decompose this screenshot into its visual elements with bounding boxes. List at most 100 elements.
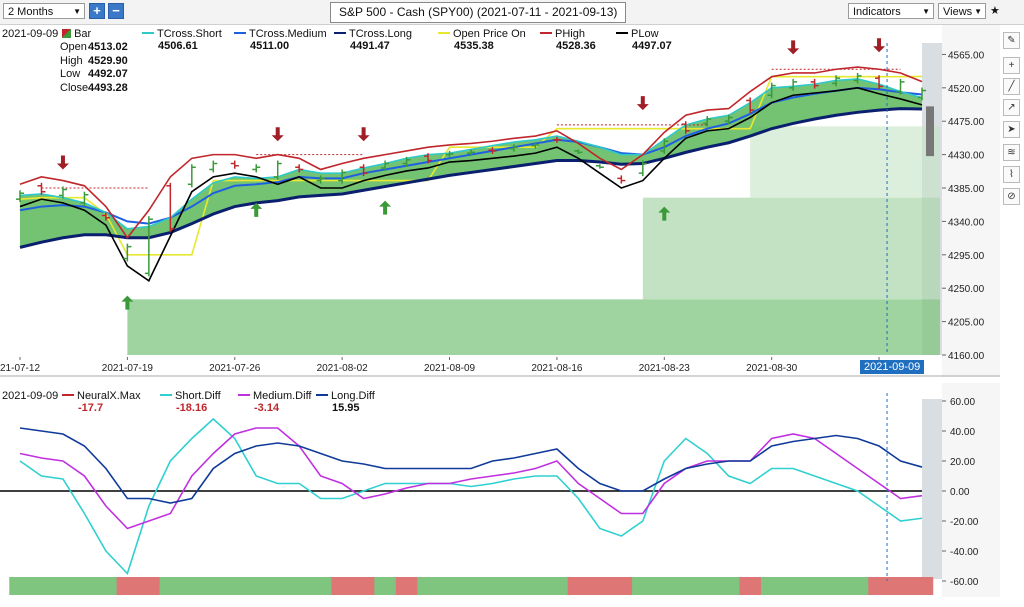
legend-entry: Short.Diff -18.16 (160, 390, 221, 414)
price-y-axis (942, 25, 1000, 377)
price-chart[interactable]: 4565.00 4520.00 4475.00 4430.00 4385.00 4340.… (0, 25, 1000, 377)
legend-swatch-icon (438, 32, 450, 34)
legend-series-value: -3.14 (254, 402, 280, 414)
legend-swatch-icon (234, 32, 246, 34)
legend-entry: PLow 4497.07 (616, 28, 672, 52)
neuralx-bar (653, 577, 676, 595)
sell-arrow-icon (873, 38, 886, 53)
y-tick-label: 4295.00 (948, 251, 985, 262)
osc-y-axis (942, 383, 1000, 597)
legend-swatch-icon (160, 394, 172, 396)
support-zone (127, 299, 940, 355)
fib-tool-icon[interactable]: ≋ (1003, 144, 1020, 161)
cursor-icon[interactable]: ➤ (1003, 121, 1020, 138)
neuralx-bar (717, 577, 740, 595)
line-tool-icon[interactable]: ╱ (1003, 78, 1020, 95)
legend-swatch-icon (316, 394, 328, 396)
legend-series-name: TCross.Long (349, 28, 412, 40)
indicators-select[interactable]: Indicators ▼ (848, 3, 934, 19)
neuralx-bar (245, 577, 268, 595)
series-line-long-diff (19, 427, 923, 504)
bar-swatch-icon (62, 29, 71, 38)
neuralx-bar (52, 577, 75, 595)
legend-entry: TCross.Medium 4511.00 (234, 28, 327, 52)
y-tick-label: 4205.00 (948, 318, 985, 329)
period-select[interactable]: 2 Months ▼ (3, 3, 85, 19)
series-line-tcross-long (19, 107, 923, 249)
price-date: 2021-09-09 (2, 28, 59, 40)
ohlc-value: 4492.07 (88, 68, 128, 80)
y-tick-label: 60.00 (950, 397, 975, 408)
delete-icon[interactable]: ⊘ (1003, 188, 1020, 205)
ohlc-value: 4493.28 (88, 81, 128, 94)
neuralx-bar (696, 577, 719, 595)
neuralx-bar (159, 577, 182, 595)
neuralx-bar (610, 577, 633, 595)
chevron-down-icon: ▼ (922, 7, 930, 16)
neuralx-bar (911, 577, 934, 595)
legend-entry: PHigh 4528.36 (540, 28, 596, 52)
ohlc-value: 4529.90 (88, 54, 128, 67)
channel-tool-icon[interactable]: ⌇ (1003, 166, 1020, 183)
neuralx-bar (202, 577, 225, 595)
y-tick-label: -60.00 (950, 577, 979, 588)
legend-entry: TCross.Long 4491.47 (334, 28, 412, 52)
x-tick-label: 2021-07-26 (209, 363, 261, 374)
legend-series-name: NeuralX.Max (77, 390, 141, 402)
legend-swatch-icon (616, 32, 628, 34)
osc-scroll-shade (922, 399, 942, 579)
osc-plot-bg (0, 383, 1000, 597)
buy-arrow-icon (250, 202, 263, 217)
support-zone (642, 197, 940, 300)
neuralx-bar (460, 577, 483, 595)
neuralx-bar (138, 577, 161, 595)
pencil-icon[interactable]: ✎ (1003, 32, 1020, 49)
pin-icon[interactable]: ★ (990, 5, 1000, 17)
legend-series-name: Long.Diff (331, 390, 375, 402)
neuralx-bar (181, 577, 204, 595)
indicators-label: Indicators (853, 6, 901, 18)
neuralx-bar (395, 577, 418, 595)
legend-swatch-icon (540, 32, 552, 34)
neuralx-bar (95, 577, 118, 595)
ohlc-label: Low (60, 68, 81, 80)
series-line-plow (19, 87, 923, 282)
legend-swatch-icon (142, 32, 154, 34)
views-select[interactable]: Views ▼ (938, 3, 986, 19)
neuralx-bar (739, 577, 762, 595)
neuralx-bar (803, 577, 826, 595)
neuralx-bar (9, 577, 32, 595)
legend-entry: NeuralX.Max -17.7 (62, 390, 141, 414)
sell-arrow-icon (56, 155, 69, 170)
y-tick-label: 4565.00 (948, 50, 985, 61)
legend-swatch-icon (238, 394, 250, 396)
crosshair-icon[interactable]: + (1003, 57, 1020, 74)
x-tick-label: 21-07-12 (0, 363, 40, 374)
neuralx-bar (846, 577, 869, 595)
zoom-out-button[interactable]: − (108, 3, 124, 19)
series-line-short-diff (19, 417, 923, 576)
y-tick-label: 4385.00 (948, 184, 985, 195)
y-tick-label: 4250.00 (948, 284, 985, 295)
legend-series-name: TCross.Short (157, 28, 222, 40)
chart-title[interactable]: S&P 500 - Cash (SPY00) (2021-07-11 - 202… (330, 2, 627, 23)
legend-series-value: -17.7 (78, 402, 104, 414)
legend-series-value: 4497.07 (632, 40, 672, 52)
neuralx-bar (30, 577, 53, 595)
neuralx-bar (868, 577, 891, 595)
ray-tool-icon[interactable]: ↗ (1003, 99, 1020, 116)
oscillator-chart[interactable]: 60.00 40.00 20.00 0.00 -20.00 -40.00 -60.00 (0, 383, 1000, 597)
neuralx-bar (309, 577, 332, 595)
x-tick-label: 2021-08-16 (531, 363, 583, 374)
ohlc-label: High (60, 54, 83, 67)
y-tick-label: 4520.00 (948, 84, 985, 95)
series-line-phigh (19, 66, 923, 240)
legend-series-value: 15.95 (332, 402, 360, 414)
x-tick-label: 2021-08-09 (424, 363, 476, 374)
legend-entry: TCross.Short 4506.61 (142, 28, 222, 52)
legend-series-name: PLow (631, 28, 659, 40)
neuralx-bar (567, 577, 590, 595)
legend-series-name: Short.Diff (175, 390, 221, 402)
ohlc-block: Open4513.02 High 4529.90 Low 4492.07 Close… (60, 41, 128, 95)
zoom-in-button[interactable]: + (89, 3, 105, 19)
